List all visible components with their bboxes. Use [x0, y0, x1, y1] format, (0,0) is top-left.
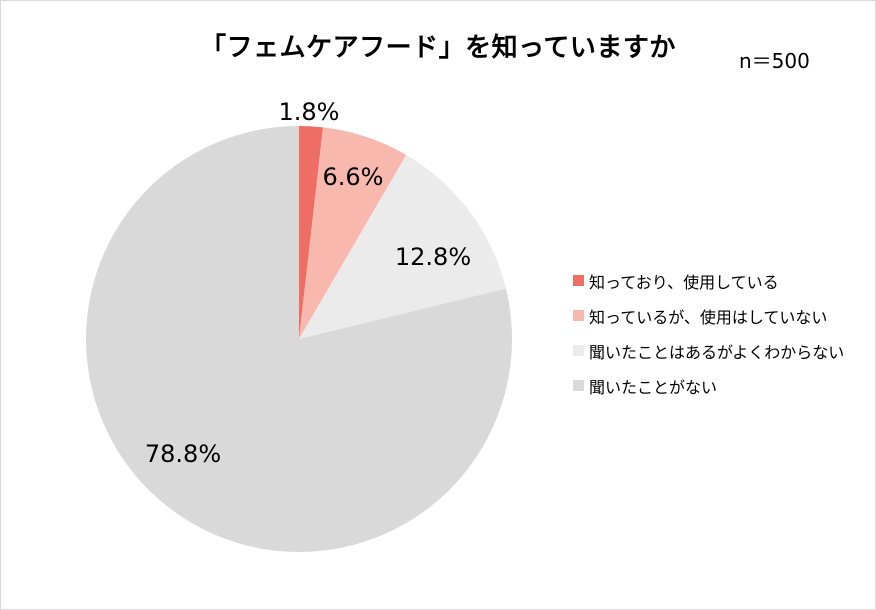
legend-label: 知っているが、使用はしていない: [589, 307, 828, 327]
pie-slice-4: [86, 126, 513, 552]
legend-label: 聞いたことがない: [589, 377, 718, 397]
legend-swatch: [573, 380, 584, 391]
legend-swatch: [573, 310, 584, 321]
pie-slice-3: [299, 154, 506, 339]
legend-item-3: 聞いたことはあるがよくわからない: [573, 333, 844, 368]
chart-title: 「フェムケアフード」を知っていますか: [200, 33, 676, 63]
legend-item-1: 知っており、使用している: [573, 263, 844, 298]
pie-slice-1: [299, 126, 324, 339]
legend-item-2: 知っているが、使用はしていない: [573, 298, 844, 333]
chart-legend: 知っており、使用している知っているが、使用はしていない 聞いたことはあるがよくわか…: [573, 263, 844, 403]
pie-slice-2: [299, 127, 407, 339]
legend-label: 知っており、使用している: [589, 272, 779, 292]
legend-swatch: [573, 275, 584, 286]
legend-label: 聞いたことはあるがよくわからない: [589, 342, 845, 362]
legend-swatch: [573, 345, 584, 356]
slice-value-label-4: 78.8%: [145, 440, 221, 468]
sample-size-label: n＝500: [739, 49, 810, 73]
legend-item-4: 聞いたことがない: [573, 368, 844, 403]
slice-value-label-3: 12.8%: [395, 243, 471, 271]
slice-value-label-2: 6.6%: [323, 163, 384, 191]
slice-value-label-1: 1.8%: [279, 98, 340, 126]
